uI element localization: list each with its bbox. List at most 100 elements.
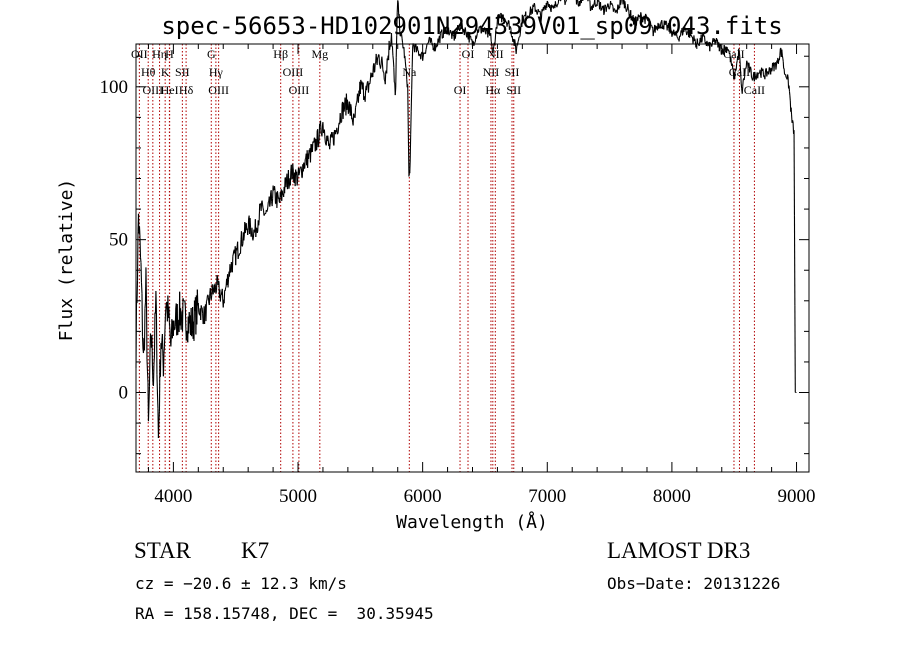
y-tick-label: 50: [109, 230, 128, 251]
spectrum-segment: [152, 364, 155, 386]
spectrum-segment: [155, 312, 158, 375]
line-label: K: [161, 65, 170, 79]
spectrum-segment: [410, 111, 412, 135]
line-label: NII: [483, 65, 500, 79]
observation-date: Obs−Date: 20131226: [607, 574, 781, 593]
spectrum-segment: [151, 366, 154, 383]
x-axis-label: Wavelength (Å): [396, 511, 548, 533]
spectrum-segment: [143, 308, 146, 351]
line-label: Hη: [152, 47, 167, 61]
spectrum-segment: [151, 335, 153, 367]
spectrum-segment: [160, 340, 163, 350]
spectral-line-labels: OIIHθOIIIHηKHeIHSIIHδGHγOIIIHβOIIIOIIIMg…: [131, 47, 765, 97]
line-label: Hγ: [209, 65, 224, 79]
spectrum-segment: [168, 322, 171, 329]
line-label: SII: [175, 65, 190, 79]
spectrum-segment: [494, 28, 497, 39]
line-label: HeI: [161, 83, 179, 97]
spectrum-segment: [164, 307, 167, 317]
spectrum-segment: [783, 68, 786, 75]
spectrum-segment: [139, 237, 142, 258]
spectrum-segment: [147, 403, 150, 422]
spectrum-segment: [157, 421, 160, 439]
spectrum-segment: [781, 49, 783, 56]
spectrum-segment: [140, 282, 143, 294]
spectrum-segment: [139, 257, 142, 263]
line-label: CaII: [729, 65, 750, 79]
x-tick-label: 7000: [528, 486, 566, 507]
spectrum-segment: [492, 45, 495, 50]
spectrum-segment: [156, 374, 158, 394]
spectrum-segment: [792, 120, 794, 122]
spectrum-segment: [146, 359, 149, 372]
object-class: STAR: [134, 538, 191, 563]
line-label: SII: [505, 65, 520, 79]
spectrum-segment: [165, 302, 167, 309]
spectrum-segment: [155, 290, 157, 313]
spectrum-segment: [736, 60, 738, 64]
spectrum-segment: [168, 306, 170, 323]
spectrum-segment: [781, 55, 784, 59]
spectrum-segment: [162, 353, 165, 377]
spectrum-segment: [169, 328, 171, 340]
spectrum-segment: [491, 44, 493, 51]
spectrum-segment: [785, 74, 787, 78]
spectrum-segment: [744, 68, 746, 77]
line-label: NII: [487, 47, 504, 61]
spectrum-segment: [136, 280, 139, 304]
line-label: Mg: [311, 47, 328, 61]
spectrum-segment: [158, 411, 160, 422]
spectrum-segment: [739, 64, 742, 74]
x-tick-label: 8000: [653, 486, 691, 507]
spectrum-segment: [411, 46, 414, 68]
line-label: OI: [462, 47, 475, 61]
spectrum-segment: [141, 336, 144, 350]
x-axis-ticks: 4000 5000 6000 7000 8000 9000: [147, 44, 816, 507]
line-label: H: [165, 47, 174, 61]
spectrum-segment: [738, 48, 740, 52]
survey-name: LAMOST DR3: [607, 538, 751, 563]
line-label: OI: [454, 83, 467, 97]
spectrum-segment: [740, 83, 743, 89]
y-axis-ticks: 0 50 100: [100, 55, 809, 455]
spectrum-segment: [164, 316, 166, 332]
spectrum-segment: [410, 89, 413, 112]
spectrum-segment: [148, 386, 151, 404]
spectral-line-markers: [138, 44, 755, 472]
spectrum-segment: [395, 57, 397, 88]
spectrum-segment: [743, 76, 746, 81]
line-label: OIII: [289, 83, 310, 97]
spectrum-segment: [149, 333, 152, 337]
spectrum-segment: [138, 226, 141, 238]
spectrum-segment: [398, 14, 401, 31]
spectrum-segment: [742, 79, 744, 87]
line-label: CaII: [744, 83, 765, 97]
spectrum-segment: [779, 48, 781, 56]
spectrum-segment: [735, 69, 737, 71]
chart-title: spec-56653-HD102901N294339V01_sp09-043.f…: [161, 12, 782, 40]
line-label: Hθ: [141, 65, 156, 79]
line-label: OIII: [142, 83, 163, 97]
y-tick-label: 100: [100, 77, 129, 98]
line-label: Na: [402, 65, 417, 79]
spectrum-segment: [492, 49, 494, 54]
spectrum-segment: [394, 87, 397, 96]
spectrum-segment: [741, 86, 744, 94]
spectrum-segment: [496, 18, 498, 29]
line-label: Hα: [485, 83, 501, 97]
x-tick-label: 4000: [154, 486, 192, 507]
line-label: Hβ: [273, 47, 288, 61]
spectrum-segment: [149, 333, 152, 353]
spectrum-segment: [141, 293, 144, 337]
spectrum-segment: [161, 333, 164, 357]
spectrum-segment: [153, 355, 155, 366]
line-label: G: [207, 47, 216, 61]
object-subclass: K7: [241, 538, 270, 563]
spectrum-segment: [159, 343, 162, 377]
y-axis-label: Flux (relative): [56, 179, 77, 342]
y-tick-label: 0: [119, 383, 129, 404]
spectrum-segment: [734, 68, 736, 80]
spectrum-segment: [738, 51, 741, 56]
line-label: Hδ: [179, 83, 194, 97]
